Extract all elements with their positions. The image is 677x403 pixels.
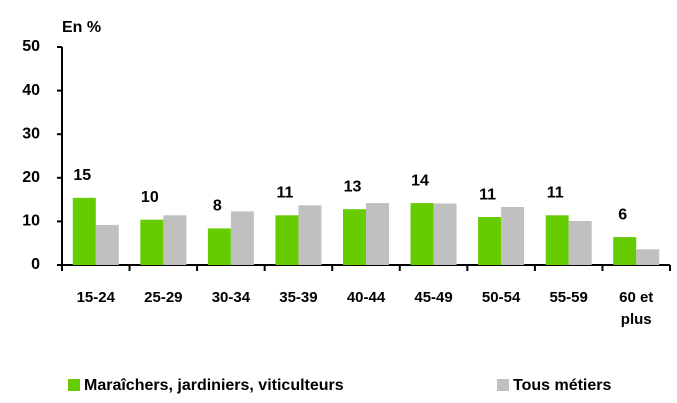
bar (636, 249, 660, 265)
y-tick-label: 10 (22, 213, 40, 230)
bar (230, 211, 254, 265)
bar (613, 237, 637, 265)
bar (568, 220, 592, 265)
x-tick-label: 55-59 (549, 289, 588, 306)
x-tick-label: 50-54 (481, 289, 521, 306)
x-tick-label: 30-34 (211, 289, 251, 306)
bar (343, 209, 366, 265)
bar (433, 203, 457, 265)
y-tick-label: 40 (22, 82, 40, 99)
legend-label: Tous métiers (513, 377, 612, 394)
y-tick-label: 20 (22, 169, 40, 186)
legend-label: Maraîchers, jardiniers, viticulteurs (84, 377, 344, 394)
bar (501, 207, 525, 265)
bar (298, 205, 322, 265)
data-label: 14 (411, 172, 429, 189)
data-label: 13 (344, 178, 362, 195)
x-tick-label: 25-29 (144, 289, 183, 306)
data-label: 11 (276, 185, 293, 202)
legend-swatch (497, 379, 509, 391)
bar (72, 197, 96, 265)
bar (140, 219, 164, 265)
bar (478, 217, 502, 265)
data-label: 6 (618, 206, 627, 223)
x-tick-label: 45-49 (414, 289, 453, 306)
y-tick-label: 30 (22, 125, 40, 142)
data-label: 8 (213, 198, 222, 215)
y-tick-label: 50 (22, 38, 40, 55)
legend-swatch (68, 379, 80, 391)
data-label: 15 (73, 167, 91, 184)
data-label: 11 (547, 185, 564, 202)
data-label: 11 (479, 186, 496, 203)
x-tick-label: 35-39 (279, 289, 318, 306)
y-axis-label: En % (62, 19, 101, 36)
x-tick-label: 40-44 (346, 289, 386, 306)
bar (275, 215, 299, 265)
data-label: 10 (141, 189, 159, 206)
y-tick-label: 0 (31, 256, 40, 273)
bar (207, 228, 231, 265)
bar (545, 215, 569, 265)
x-tick-label: 60 et plus (619, 289, 654, 328)
bar (410, 203, 434, 265)
x-tick-label: 15-24 (76, 289, 115, 306)
bar (163, 215, 187, 265)
bar (95, 224, 119, 265)
bar (366, 203, 389, 265)
